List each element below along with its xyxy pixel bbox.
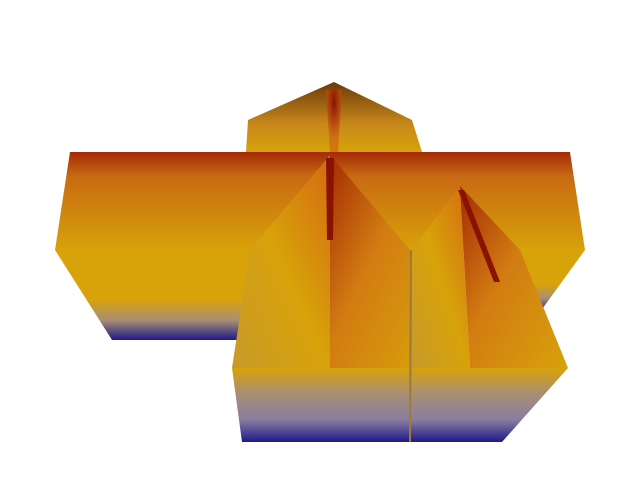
center-prism-right-face — [330, 155, 430, 368]
right-prism-front-side — [410, 368, 568, 442]
right-prism-right-face — [460, 186, 568, 368]
center-prism-ridge — [326, 158, 334, 240]
back-pyramid-right-face — [334, 82, 422, 152]
right-prism — [410, 186, 568, 442]
right-prism-left-face — [412, 186, 470, 368]
slab-left-side — [55, 250, 250, 340]
center-prism-front-side — [232, 368, 430, 442]
back-pyramid-left-face — [246, 82, 334, 152]
center-prism-left-face — [232, 155, 330, 368]
center-prism — [232, 155, 430, 442]
back-pyramid-ridge — [326, 90, 342, 152]
back-pyramid — [246, 82, 422, 152]
right-prism-ridge — [458, 190, 500, 282]
prism-seam — [409, 249, 412, 443]
